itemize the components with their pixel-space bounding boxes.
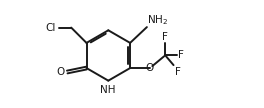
Text: F: F xyxy=(178,50,184,60)
Text: Cl: Cl xyxy=(45,23,55,33)
Text: O: O xyxy=(146,63,154,73)
Text: NH$_2$: NH$_2$ xyxy=(147,13,168,27)
Text: F: F xyxy=(175,67,180,77)
Text: NH: NH xyxy=(100,85,115,95)
Text: F: F xyxy=(162,32,168,42)
Text: O: O xyxy=(56,67,65,77)
